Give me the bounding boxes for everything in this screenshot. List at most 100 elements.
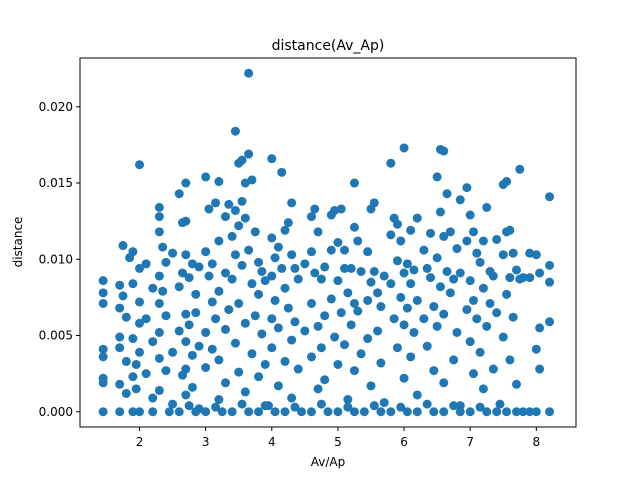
scatter-point-352 — [237, 399, 247, 409]
scatter-point-39 — [154, 212, 164, 222]
scatter-point-263 — [455, 268, 465, 278]
scatter-point-353 — [263, 401, 273, 411]
scatter-point-158 — [300, 326, 310, 336]
scatter-point-266 — [462, 236, 472, 246]
scatter-point-205 — [369, 266, 379, 276]
scatter-point-154 — [290, 317, 300, 327]
scatter-point-251 — [439, 231, 449, 241]
scatter-point-309 — [531, 250, 541, 260]
scatter-point-109 — [237, 155, 247, 165]
scatter-point-286 — [488, 364, 498, 374]
scatter-point-347 — [455, 407, 465, 417]
x-tick-label-4: 6 — [400, 435, 408, 449]
scatter-point-217 — [392, 219, 402, 229]
scatter-point-144 — [280, 225, 290, 235]
scatter-point-115 — [240, 387, 250, 397]
scatter-point-246 — [432, 321, 442, 331]
scatter-point-171 — [320, 311, 330, 321]
scatter-point-241 — [426, 273, 436, 283]
scatter-point-258 — [449, 274, 459, 284]
scatter-point-70 — [187, 350, 197, 360]
scatter-point-17 — [121, 356, 131, 366]
scatter-point-93 — [220, 212, 230, 222]
scatter-point-253 — [439, 378, 449, 388]
scatter-point-92 — [214, 395, 224, 405]
scatter-point-321 — [174, 407, 184, 417]
y-tick-label-4: 0.020 — [39, 100, 73, 114]
scatter-point-287 — [492, 234, 502, 244]
scatter-point-95 — [220, 324, 230, 334]
scatter-point-148 — [283, 303, 293, 313]
scatter-point-45 — [154, 385, 164, 395]
scatter-point-113 — [240, 213, 250, 223]
scatter-point-73 — [191, 308, 201, 318]
scatter-point-117 — [244, 149, 254, 159]
scatter-point-166 — [313, 321, 323, 331]
scatter-point-198 — [363, 247, 373, 257]
scatter-point-223 — [399, 268, 409, 278]
scatter-point-252 — [439, 309, 449, 319]
scatter-point-249 — [435, 282, 445, 292]
x-axis-ticks: 2 3 4 5 6 7 8 — [136, 427, 540, 449]
scatter-point-139 — [273, 242, 283, 252]
scatter-point-169 — [316, 343, 326, 353]
scatter-point-192 — [349, 298, 359, 308]
scatter-point-344 — [376, 407, 386, 417]
scatter-point-20 — [128, 247, 138, 257]
scatter-point-297 — [505, 355, 515, 365]
scatter-point-151 — [287, 335, 297, 345]
scatter-point-244 — [432, 172, 442, 182]
scatter-point-242 — [429, 302, 439, 312]
scatter-point-235 — [412, 390, 422, 400]
scatter-point-282 — [482, 321, 492, 331]
scatter-point-348 — [482, 407, 492, 417]
scatter-point-132 — [267, 154, 277, 164]
scatter-point-159 — [306, 212, 316, 222]
scatter-point-103 — [230, 250, 240, 260]
scatter-point-120 — [247, 279, 257, 289]
scatter-point-38 — [154, 202, 164, 212]
scatter-point-49 — [161, 311, 171, 321]
scatter-point-194 — [353, 236, 363, 246]
scatter-point-162 — [306, 352, 316, 362]
scatter-point-78 — [201, 247, 211, 257]
scatter-point-359 — [422, 399, 432, 409]
scatter-point-3 — [98, 298, 108, 308]
scatter-point-13 — [115, 379, 125, 389]
scatter-point-106 — [234, 221, 244, 231]
scatter-point-126 — [254, 372, 264, 382]
scatter-point-233 — [412, 213, 422, 223]
scatter-point-152 — [287, 393, 297, 403]
scatter-point-278 — [478, 236, 488, 246]
scatter-point-24 — [131, 359, 141, 369]
scatter-point-140 — [273, 323, 283, 333]
scatter-point-218 — [392, 256, 402, 266]
scatter-point-122 — [250, 227, 260, 237]
scatter-point-291 — [498, 332, 508, 342]
scatter-point-124 — [254, 257, 264, 267]
scatter-point-265 — [462, 183, 472, 193]
scatter-point-183 — [340, 245, 350, 255]
scatter-point-200 — [363, 334, 373, 344]
scatter-point-243 — [429, 366, 439, 376]
scatter-point-338 — [217, 407, 227, 417]
scatter-point-274 — [472, 248, 482, 258]
scatter-point-311 — [535, 268, 545, 278]
scatter-point-137 — [270, 253, 280, 263]
scatter-point-362 — [495, 399, 505, 409]
x-axis-label: Av/Ap — [311, 455, 345, 469]
scatter-point-182 — [336, 308, 346, 318]
scatter-point-204 — [369, 198, 379, 208]
scatter-point-270 — [465, 337, 475, 347]
scatter-point-227 — [402, 303, 412, 313]
scatter-point-225 — [399, 373, 409, 383]
scatter-point-47 — [158, 286, 168, 296]
scatter-point-208 — [376, 302, 386, 312]
scatter-point-149 — [287, 198, 297, 208]
scatter-point-65 — [181, 364, 191, 374]
scatter-point-108 — [234, 367, 244, 377]
scatter-point-342 — [323, 407, 333, 417]
scatter-point-307 — [525, 273, 535, 283]
scatter-point-46 — [158, 242, 168, 252]
